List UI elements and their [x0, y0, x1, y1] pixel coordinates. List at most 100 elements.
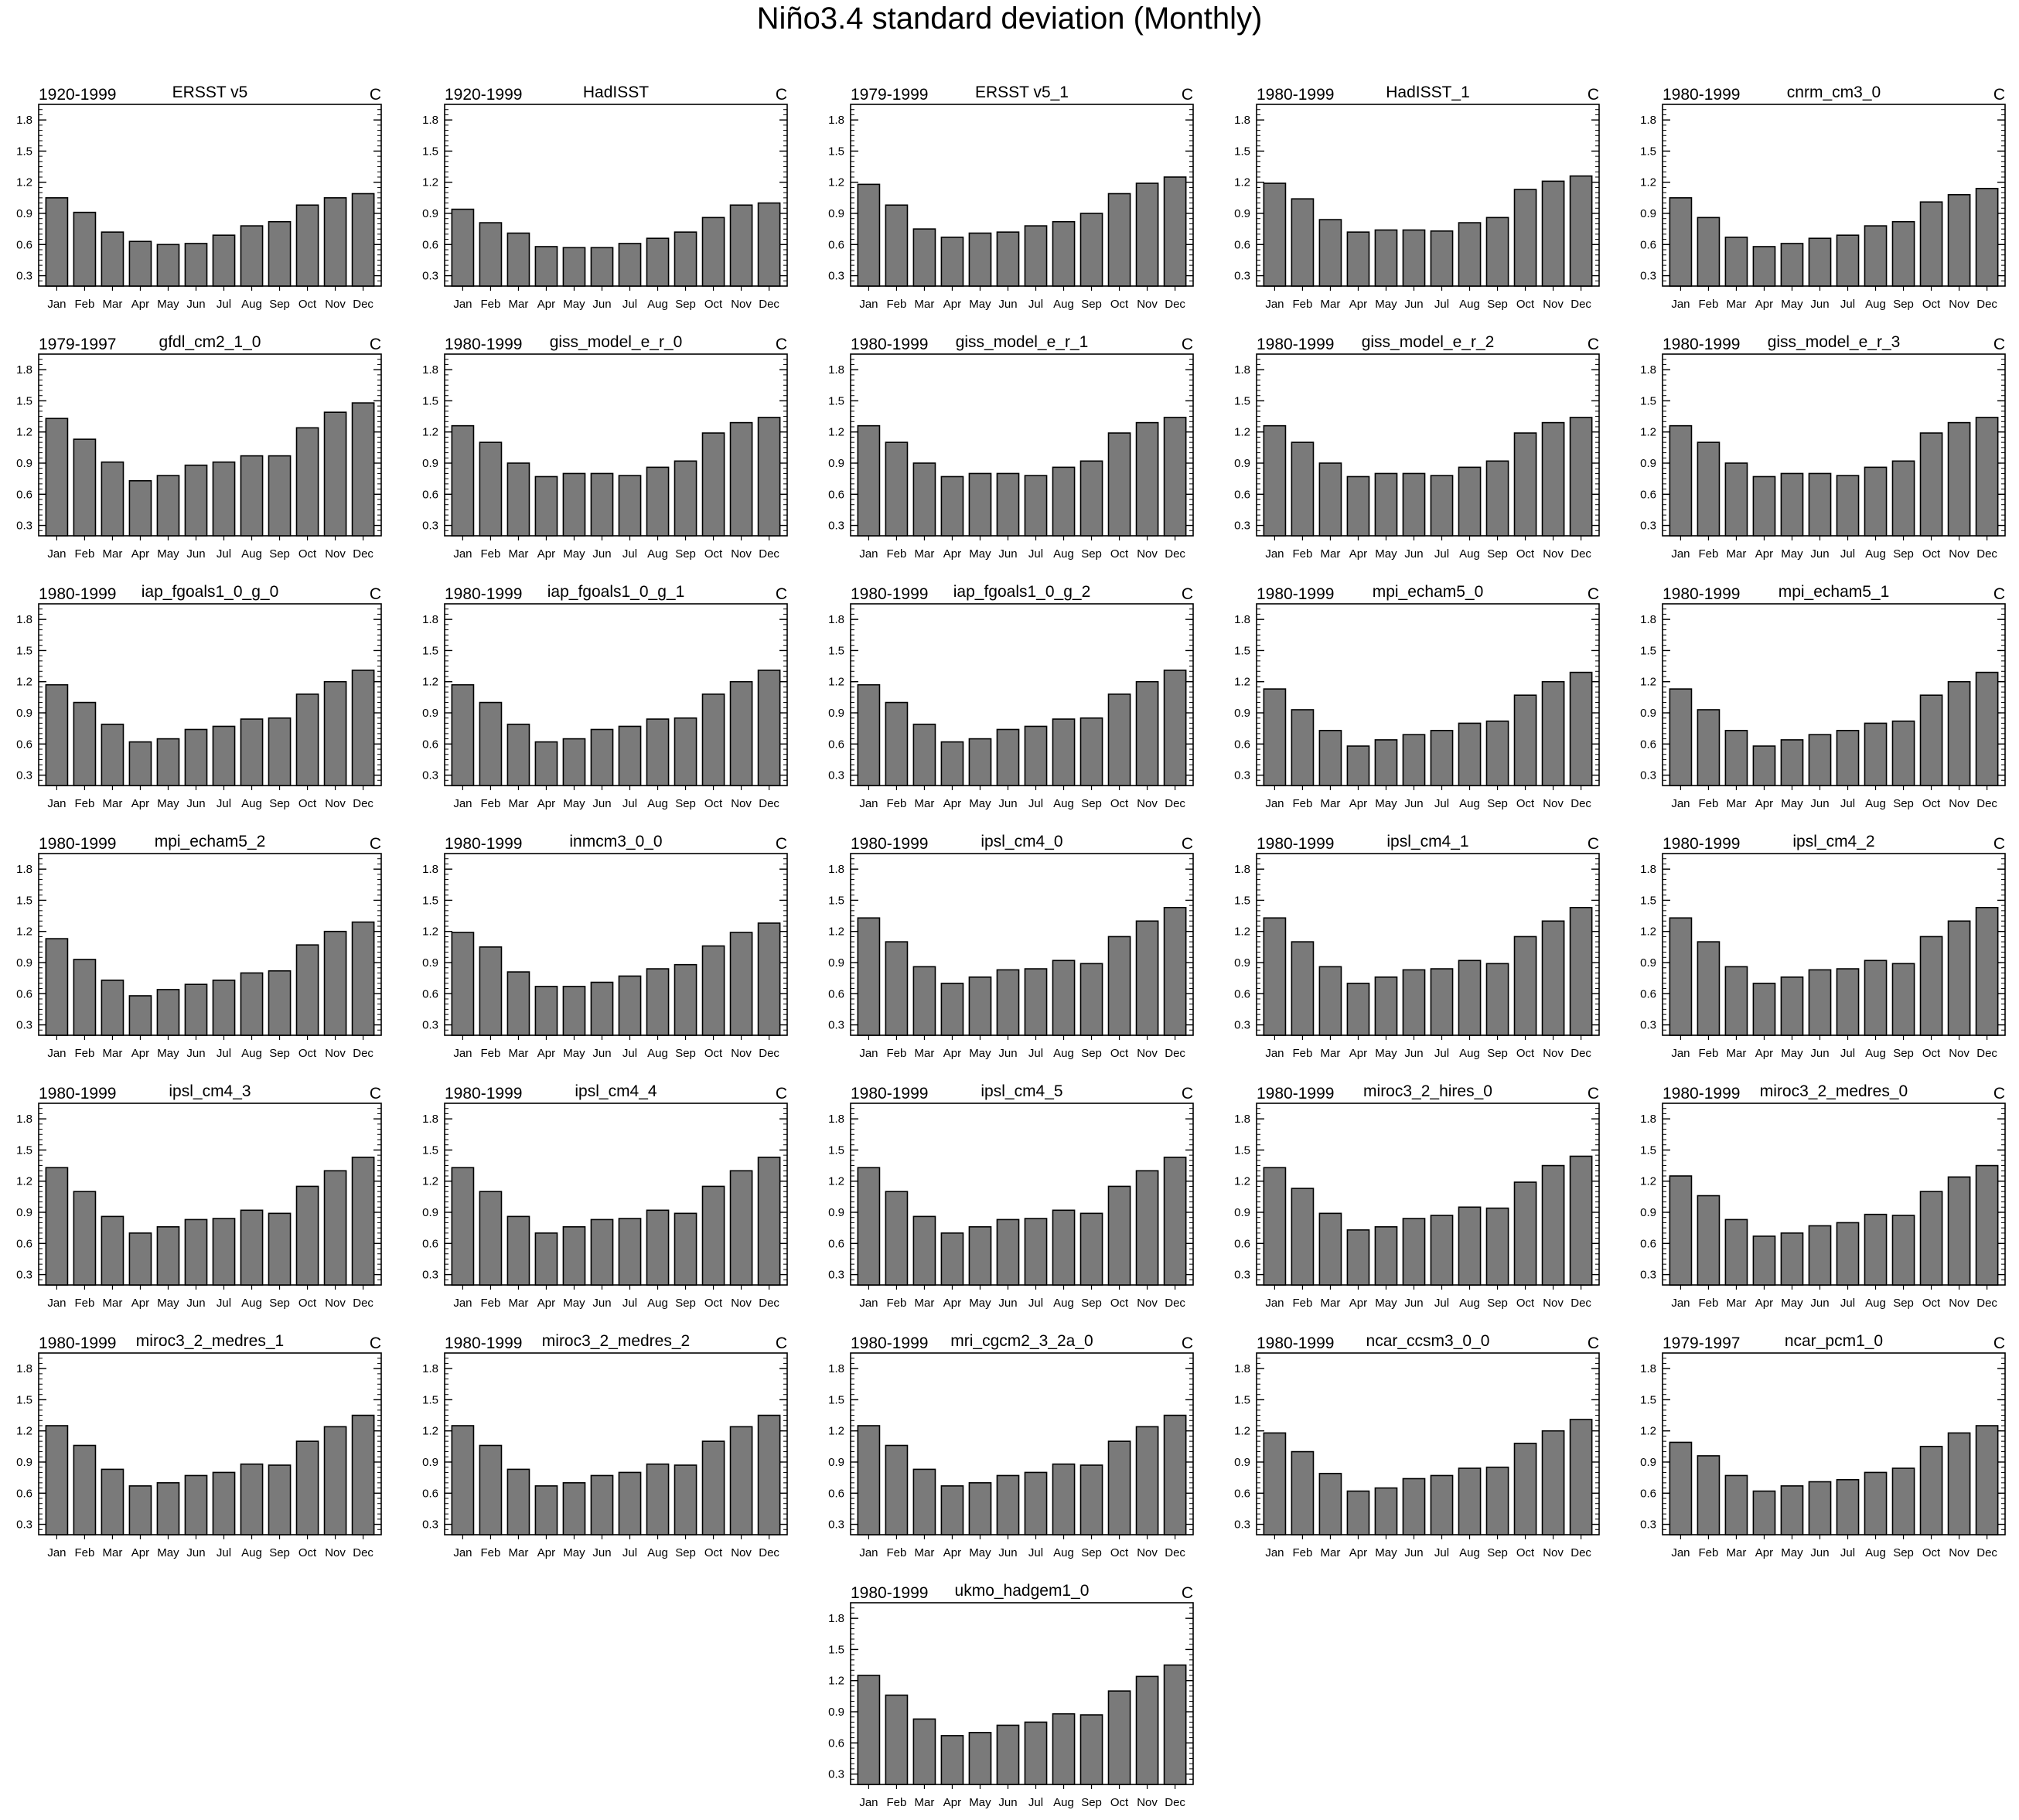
- x-tick-label: Sep: [269, 797, 290, 810]
- panel-title: mpi_echam5_0: [1373, 583, 1484, 601]
- y-tick-label: 0.9: [422, 457, 438, 470]
- y-tick-label: 1.5: [422, 394, 438, 407]
- bar: [1891, 1215, 1915, 1286]
- y-tick-label: 1.2: [1640, 176, 1656, 189]
- bar: [1430, 968, 1454, 1036]
- y-tick-label: 0.6: [422, 1237, 438, 1250]
- x-tick-label: Apr: [537, 298, 555, 311]
- y-tick-label: 1.8: [16, 863, 32, 876]
- bar: [101, 1468, 124, 1535]
- bar: [451, 683, 475, 786]
- y-tick-label: 1.8: [1640, 114, 1656, 127]
- bar: [156, 738, 180, 786]
- bar: [1569, 175, 1593, 287]
- x-tick-label: Jul: [1840, 547, 1855, 561]
- bar: [101, 723, 124, 786]
- y-tick-label: 1.5: [1234, 894, 1250, 907]
- y-tick-label: 1.2: [1234, 676, 1250, 689]
- panel-period: 1979-1999: [851, 86, 928, 104]
- panel-period: 1980-1999: [445, 585, 522, 603]
- x-tick-label: Feb: [1698, 1297, 1718, 1310]
- bar: [885, 441, 909, 537]
- bar: [590, 472, 614, 537]
- chart-panel: 0.3 0.6 0.9 1.2 1.5 1.8 Jan Feb Mar Apr May Jun Jul A…: [16, 583, 382, 810]
- panel-period: 1980-1999: [445, 835, 522, 853]
- x-tick-label: Sep: [675, 797, 696, 810]
- bar: [184, 728, 208, 786]
- bar: [351, 921, 375, 1036]
- x-tick-label: May: [1781, 298, 1803, 311]
- bar: [1947, 421, 1971, 537]
- x-tick-label: Feb: [886, 1796, 906, 1809]
- bar: [1836, 234, 1860, 287]
- bar: [101, 231, 124, 287]
- x-tick-label: Apr: [1755, 797, 1773, 810]
- x-tick-label: Oct: [298, 1047, 317, 1060]
- bar: [729, 1170, 753, 1286]
- bar: [1724, 730, 1748, 786]
- x-tick-label: Aug: [1053, 1297, 1074, 1310]
- bar: [1919, 201, 1943, 287]
- bar: [351, 402, 375, 537]
- bar: [1780, 472, 1804, 537]
- bar: [184, 983, 208, 1036]
- bar: [1430, 730, 1454, 786]
- bar: [1163, 1414, 1187, 1535]
- bar: [184, 464, 208, 537]
- bar: [1402, 734, 1426, 786]
- bar: [701, 216, 725, 287]
- bar: [1513, 432, 1537, 537]
- x-tick-label: Aug: [241, 1047, 262, 1060]
- bar: [1291, 1450, 1315, 1535]
- x-tick-label: Jul: [1028, 298, 1043, 311]
- bar: [968, 1732, 992, 1785]
- bar: [885, 941, 909, 1036]
- x-tick-label: Aug: [241, 547, 262, 561]
- panel-units: C: [1588, 336, 1599, 353]
- x-tick-label: Nov: [731, 1546, 752, 1559]
- x-tick-label: May: [1375, 1047, 1397, 1060]
- y-tick-label: 1.5: [422, 894, 438, 907]
- y-tick-label: 1.5: [16, 644, 32, 657]
- panel-title: iap_fgoals1_0_g_0: [142, 583, 279, 601]
- bar: [1975, 1425, 1999, 1535]
- panel-title: ipsl_cm4_2: [1792, 833, 1874, 850]
- x-tick-label: Dec: [1976, 1546, 1997, 1559]
- x-tick-label: Jun: [998, 1796, 1017, 1809]
- bar: [646, 718, 670, 786]
- x-tick-label: Sep: [675, 1297, 696, 1310]
- y-tick-label: 1.8: [422, 363, 438, 377]
- x-tick-label: May: [969, 1047, 991, 1060]
- bar: [534, 1485, 558, 1535]
- y-tick-label: 0.6: [16, 488, 32, 501]
- x-tick-label: Aug: [241, 797, 262, 810]
- x-tick-label: May: [1375, 1297, 1397, 1310]
- panel-period: 1980-1999: [1663, 1085, 1740, 1103]
- bar: [1697, 441, 1721, 537]
- bar: [996, 231, 1020, 287]
- bar: [212, 1218, 236, 1286]
- bar: [1836, 730, 1860, 786]
- y-tick-label: 1.5: [16, 145, 32, 158]
- x-tick-label: Jul: [622, 1297, 637, 1310]
- bar: [1318, 730, 1342, 786]
- bar: [128, 741, 152, 786]
- bar: [1947, 680, 1971, 786]
- chart-panel: 0.3 0.6 0.9 1.2 1.5 1.8 Jan Feb Mar Apr May Jun Jul A…: [828, 833, 1194, 1060]
- x-tick-label: Sep: [1081, 1796, 1102, 1809]
- panel-units: C: [1588, 1085, 1599, 1103]
- x-tick-label: Sep: [1893, 797, 1914, 810]
- panel-period: 1980-1999: [39, 1334, 116, 1352]
- x-tick-label: Jan: [453, 547, 472, 561]
- bar: [1024, 225, 1048, 287]
- bar: [1163, 176, 1187, 287]
- panel-period: 1980-1999: [851, 1085, 928, 1103]
- x-tick-label: Sep: [1893, 298, 1914, 311]
- bar: [1724, 237, 1748, 287]
- x-tick-label: Jun: [592, 1546, 611, 1559]
- x-tick-label: Feb: [1292, 1546, 1312, 1559]
- bar: [323, 1426, 347, 1535]
- bar: [1836, 968, 1860, 1036]
- bar: [1697, 1195, 1721, 1286]
- bar: [268, 970, 292, 1036]
